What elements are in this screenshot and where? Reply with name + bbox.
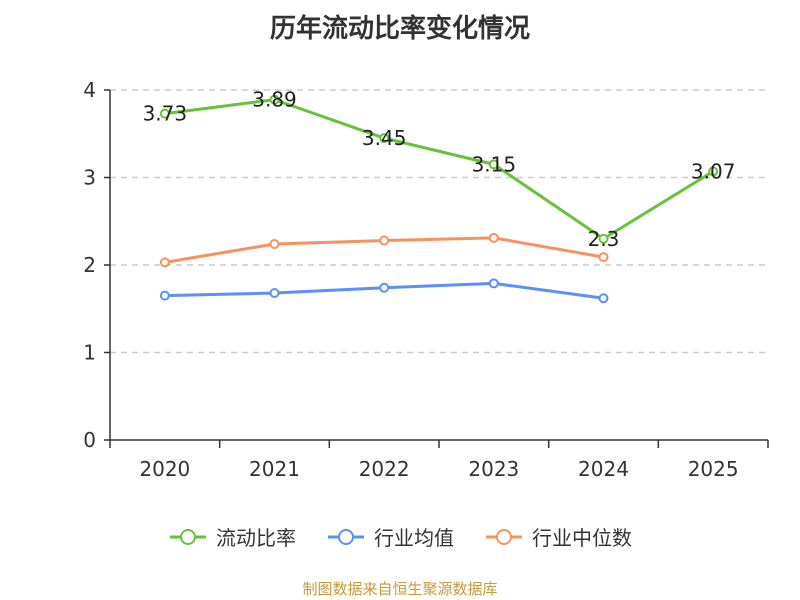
x-tick-label: 2020 [139,457,190,481]
series-lines [159,94,719,304]
legend: 流动比率 行业均值 行业中位数 [0,522,800,551]
y-tick-label: 0 [83,428,96,452]
data-label: 3.73 [143,102,188,126]
legend-label: 行业均值 [374,526,454,550]
data-point[interactable] [269,288,280,298]
data-point[interactable] [598,293,609,304]
data-point[interactable] [159,290,170,301]
legend-item-industry-median[interactable]: 行业中位数 [484,522,632,551]
x-tick-label: 2023 [468,457,519,481]
legend-label: 流动比率 [216,526,296,550]
data-point[interactable] [379,235,390,246]
y-tick-label: 1 [83,341,96,365]
legend-line-marker-icon [328,528,364,545]
data-label: 3.45 [362,126,407,150]
legend-line-marker-icon [170,528,206,545]
x-tick-label: 2024 [578,457,629,481]
data-point[interactable] [488,278,499,289]
data-point[interactable] [269,94,280,105]
y-tick-label: 2 [83,253,96,277]
data-point[interactable] [159,108,170,119]
legend-line-marker-icon [486,528,522,545]
chart-title: 历年流动比率变化情况 [269,14,530,44]
data-point[interactable] [379,133,390,144]
data-point[interactable] [159,257,170,268]
legend-item-industry-mean[interactable]: 行业均值 [326,522,454,551]
data-point[interactable] [598,233,609,244]
data-point[interactable] [488,159,499,170]
data-label: 3.89 [252,88,297,112]
x-tick-label: 2025 [688,457,739,481]
y-tick-label: 3 [83,166,96,190]
source-footer: 制图数据来自恒生聚源数据库 [302,580,498,598]
data-label: 2.3 [588,227,620,251]
data-point[interactable] [598,252,609,263]
series-line [164,98,714,241]
data-point[interactable] [269,239,280,249]
data-labels: 3.73 3.89 3.45 3.15 2.3 3.07 [143,88,736,251]
legend-item-current-ratio[interactable]: 流动比率 [168,522,296,551]
legend-label: 行业中位数 [532,526,632,550]
x-tick-label: 2022 [359,457,410,481]
x-tick-label: 2021 [249,457,300,481]
data-point[interactable] [379,282,390,293]
y-tick-label: 4 [83,78,96,102]
grid-lines [110,89,768,354]
axes: 0 1 2 3 4 2020 2021 2022 2023 2024 2025 [83,78,769,481]
data-label: 3.07 [691,159,736,183]
data-point[interactable] [488,232,499,243]
data-label: 3.15 [472,152,517,176]
data-point[interactable] [708,166,719,177]
